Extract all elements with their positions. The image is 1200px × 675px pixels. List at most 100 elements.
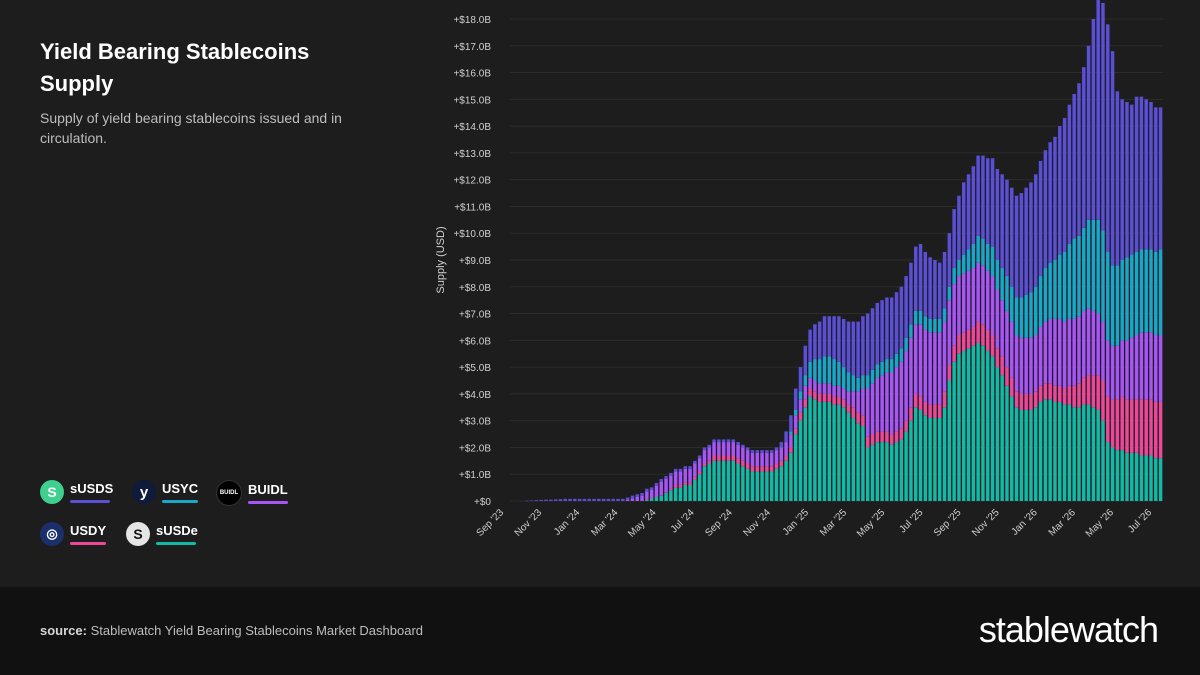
bar-segment-usdy [798, 412, 803, 421]
bar-segment-usdy [957, 334, 961, 354]
bar-segment-usyc [837, 361, 841, 386]
bar-segment-susde [851, 417, 856, 501]
bar-segment-usdy [918, 396, 923, 410]
bar-segment-buidl [875, 377, 880, 432]
bar-segment-buidl [625, 499, 630, 501]
bar-segment-susde [673, 487, 678, 501]
bar-segment-buidl [976, 262, 980, 322]
bar-segment-usyc [865, 375, 870, 389]
bar-segment-susds [914, 246, 918, 311]
bar-segment-usdy [981, 324, 985, 346]
bar-segment-susds [942, 251, 947, 309]
x-tick-label: Sep '24 [703, 507, 735, 539]
bar-segment-usyc [1019, 297, 1024, 338]
bar-segment-buidl [1158, 334, 1163, 402]
legend-item-susde[interactable]: S sUSDe [126, 522, 198, 546]
bar-segment-usyc [909, 324, 913, 338]
x-tick-label: Jul '26 [1126, 507, 1154, 535]
legend-label: USYC [162, 481, 199, 496]
bar-segment-buidl [1115, 345, 1120, 400]
bar-segment-susds [1130, 104, 1134, 255]
bar-segment-susds [803, 345, 808, 376]
bar-segment-usdy [1010, 377, 1014, 397]
bar-segment-buidl [957, 276, 961, 335]
bar-segment-usdy [774, 463, 779, 469]
bar-segment-usdy [745, 463, 750, 469]
source-link[interactable]: Stablewatch Yield Bearing Stablecoins Ma… [90, 623, 424, 638]
bar-segment-buidl [1149, 332, 1153, 400]
bar-segment-usdy [1125, 399, 1129, 453]
bar-segment-buidl [664, 478, 668, 493]
bar-segment-usyc [1096, 219, 1100, 314]
bar-segment-usyc [1038, 276, 1043, 327]
bar-segment-buidl [1110, 345, 1115, 400]
legend-item-susds[interactable]: S sUSDS [40, 480, 113, 504]
bar-segment-buidl [1067, 318, 1072, 386]
bar-segment-susds [1110, 51, 1115, 266]
bar-segment-susde [899, 439, 904, 501]
bar-segment-usyc [1139, 249, 1144, 333]
bar-segment-susde [721, 460, 726, 501]
bar-segment-susds [577, 498, 582, 501]
bar-segment-susds [981, 155, 985, 239]
x-tick-label: Jul '25 [897, 507, 925, 535]
bar-segment-susds [664, 476, 668, 479]
bar-segment-usdy [952, 345, 956, 362]
bar-segment-usdy [1067, 385, 1072, 405]
bar-segment-buidl [962, 273, 966, 333]
bar-segment-usyc [981, 238, 985, 266]
bar-segment-usdy [669, 488, 673, 491]
bar-segment-susde [645, 499, 649, 501]
y-tick-label: +$3.0B [459, 417, 491, 428]
bar-segment-usyc [1077, 235, 1081, 317]
bar-segment-susds [549, 499, 553, 501]
bar-segment-usdy [837, 396, 841, 405]
bar-segment-buidl [1058, 318, 1062, 386]
legend-item-buidl[interactable]: BUIDL BUIDL [216, 480, 288, 506]
bar-segment-susds [1067, 104, 1072, 244]
y-tick-label: +$17.0B [453, 42, 491, 53]
bar-segment-susds [755, 450, 760, 453]
bar-segment-usdy [693, 476, 697, 480]
bar-segment-buidl [813, 380, 817, 392]
bar-segment-susds [525, 500, 529, 502]
bar-segment-susds [875, 302, 880, 365]
legend-label: sUSDS [70, 481, 114, 496]
bar-segment-susde [1120, 450, 1124, 501]
bar-segment-susds [995, 168, 1000, 260]
legend-item-usyc[interactable]: y USYC [132, 480, 198, 504]
bar-segment-buidl [846, 391, 851, 405]
bar-segment-usdy [1106, 396, 1110, 443]
bar-segment-susds [1086, 45, 1091, 220]
bar-segment-susds [813, 324, 817, 360]
bar-segment-susds [928, 257, 932, 319]
bar-segment-buidl [904, 351, 908, 421]
bar-segment-usdy [1120, 396, 1124, 451]
legend-item-usdy[interactable]: ◎ USDY [40, 522, 106, 546]
bar-segment-buidl [1125, 340, 1129, 400]
bar-segment-susds [841, 318, 846, 368]
bar-segment-susde [1038, 401, 1043, 501]
bar-segment-buidl [817, 383, 822, 394]
source-text: source: Stablewatch Yield Bearing Stable… [40, 623, 423, 638]
bar-segment-buidl [1029, 337, 1033, 394]
bar-segment-buidl [837, 385, 841, 397]
bar-segment-usyc [952, 268, 956, 285]
bar-segment-buidl [1106, 340, 1110, 397]
bar-segment-usyc [1101, 230, 1105, 322]
bar-segment-buidl [952, 284, 956, 346]
bar-segment-usdy [942, 391, 947, 408]
bar-segment-buidl [1014, 334, 1019, 392]
y-tick-label: +$4.0B [459, 390, 491, 401]
bar-segment-buidl [745, 450, 750, 464]
bar-segment-usdy [1058, 385, 1062, 402]
brand-logo[interactable]: stablewatch [978, 609, 1159, 650]
bar-segment-buidl [1043, 321, 1048, 384]
bar-segment-susds [702, 447, 707, 451]
bar-segment-susds [688, 466, 692, 469]
y-tick-label: +$8.0B [459, 283, 491, 294]
bar-segment-susds [673, 468, 678, 472]
bar-segment-buidl [645, 491, 649, 500]
bar-segment-usyc [1072, 238, 1076, 319]
bar-segment-usdy [1082, 377, 1086, 405]
